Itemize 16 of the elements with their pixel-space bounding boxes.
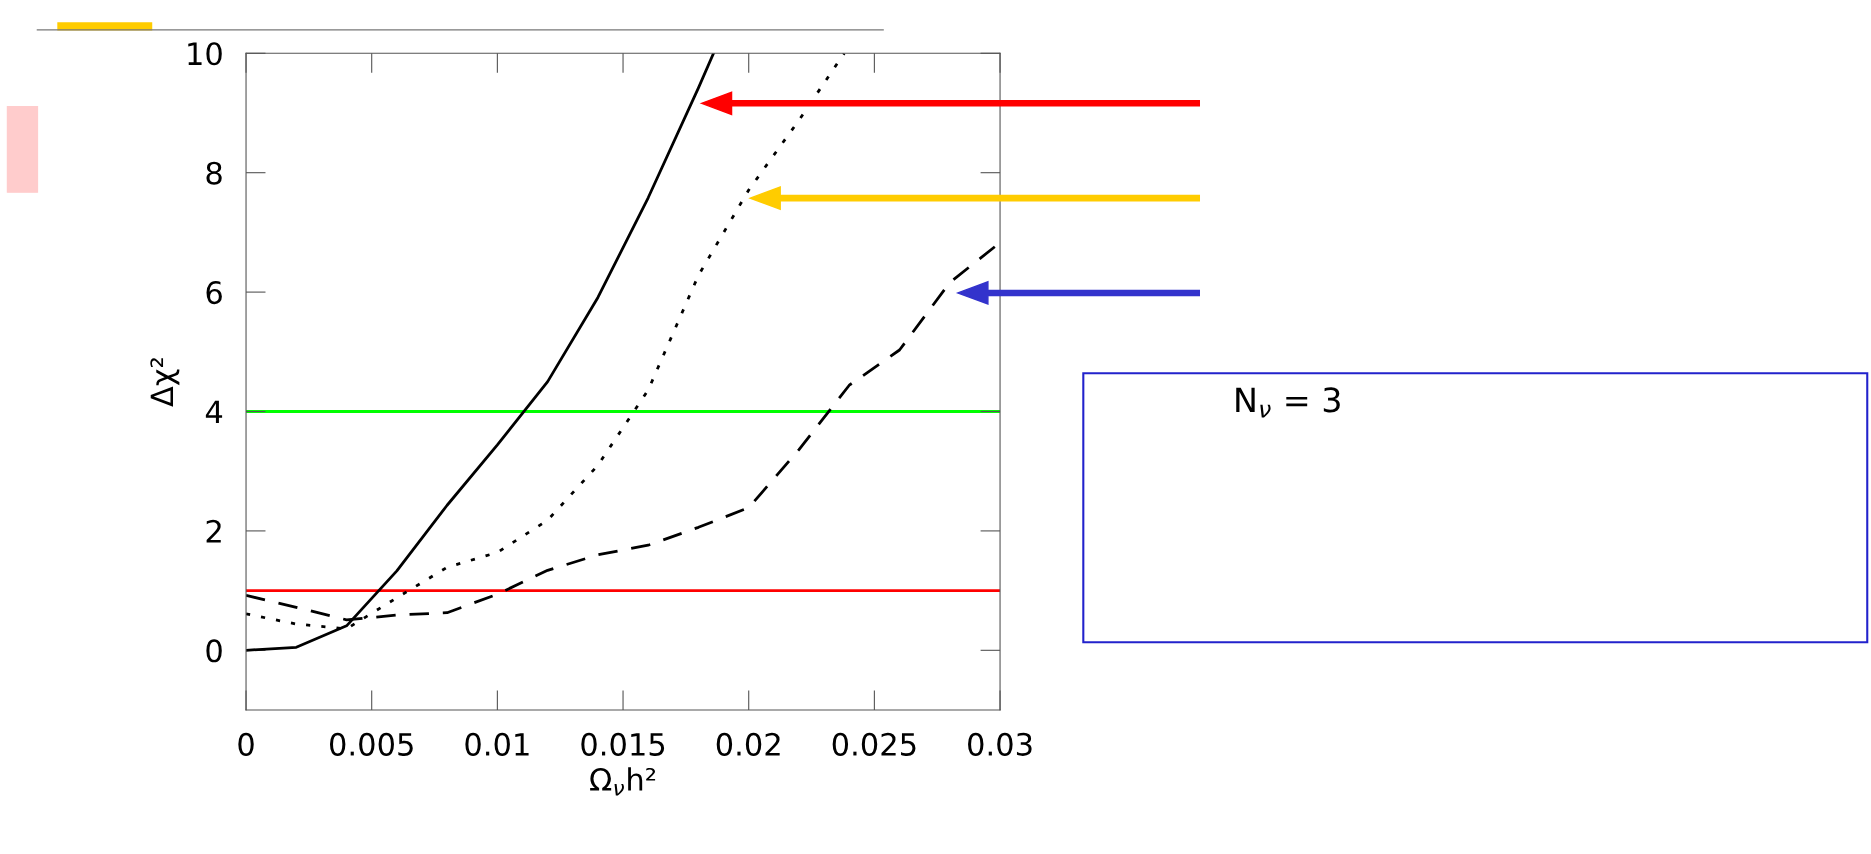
x-tick-label: 0 (238, 732, 254, 756)
y-tick-label: 4 (205, 400, 223, 424)
x-tick-label: 0.025 (832, 732, 916, 756)
x-tick-label: 0.01 (465, 732, 529, 756)
x-tick-label: 0.015 (581, 732, 665, 756)
x-tick-label: 0.005 (329, 732, 413, 756)
x-axis-title: Ω$_{ν}$h² (590, 767, 656, 796)
y-tick-label: 0 (206, 639, 222, 663)
y-tick-label: 6 (206, 281, 222, 305)
text: N$_{ν}$ = 3 (1236, 387, 1340, 418)
y-tick-label: 2 (206, 519, 221, 543)
y-tick-label: 8 (206, 161, 222, 185)
y-axis-title: Δχ² (150, 358, 180, 407)
y-tick-label: 10 (188, 42, 222, 66)
x-tick-label: 0.03 (968, 732, 1032, 756)
x-tick-label: 0.02 (716, 732, 780, 756)
